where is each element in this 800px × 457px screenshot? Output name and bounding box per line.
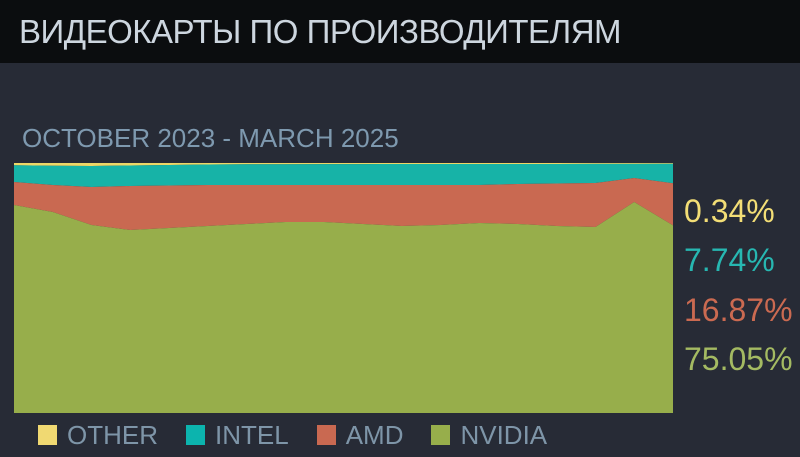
area-amd <box>14 178 673 230</box>
other-swatch-icon <box>38 425 57 445</box>
share-label-nvidia: 75.05% <box>684 341 793 377</box>
area-intel <box>14 163 673 187</box>
amd-swatch-icon <box>316 425 336 445</box>
legend-label: NVIDIA <box>460 420 548 450</box>
legend-item-amd: AMD <box>316 420 404 450</box>
legend-item-nvidia: NVIDIA <box>431 421 547 449</box>
page-title: ВИДЕОКАРТЫ ПО ПРОИЗВОДИТЕЛЯМ <box>19 12 622 50</box>
share-label-amd: 16.87% <box>684 292 793 328</box>
date-range-subtitle: OCTOBER 2023 - MARCH 2025 <box>22 123 399 153</box>
share-label-intel: 7.74% <box>684 242 775 278</box>
share-label-other: 0.34% <box>684 193 775 229</box>
nvidia-swatch-icon <box>431 425 451 445</box>
title-bar: ВИДЕОКАРТЫ ПО ПРОИЗВОДИТЕЛЯМ <box>0 0 800 63</box>
legend-label: AMD <box>345 420 404 450</box>
manufacturer-area-chart <box>14 163 673 413</box>
intel-swatch-icon <box>186 425 205 445</box>
legend-item-intel: INTEL <box>186 421 289 449</box>
area-other <box>14 163 673 166</box>
legend-item-other: OTHER <box>38 421 158 449</box>
chart-legend: OTHER INTEL AMD NVIDIA <box>38 421 547 449</box>
area-nvidia <box>14 202 673 413</box>
legend-label: OTHER <box>67 420 158 450</box>
legend-label: INTEL <box>215 420 289 450</box>
